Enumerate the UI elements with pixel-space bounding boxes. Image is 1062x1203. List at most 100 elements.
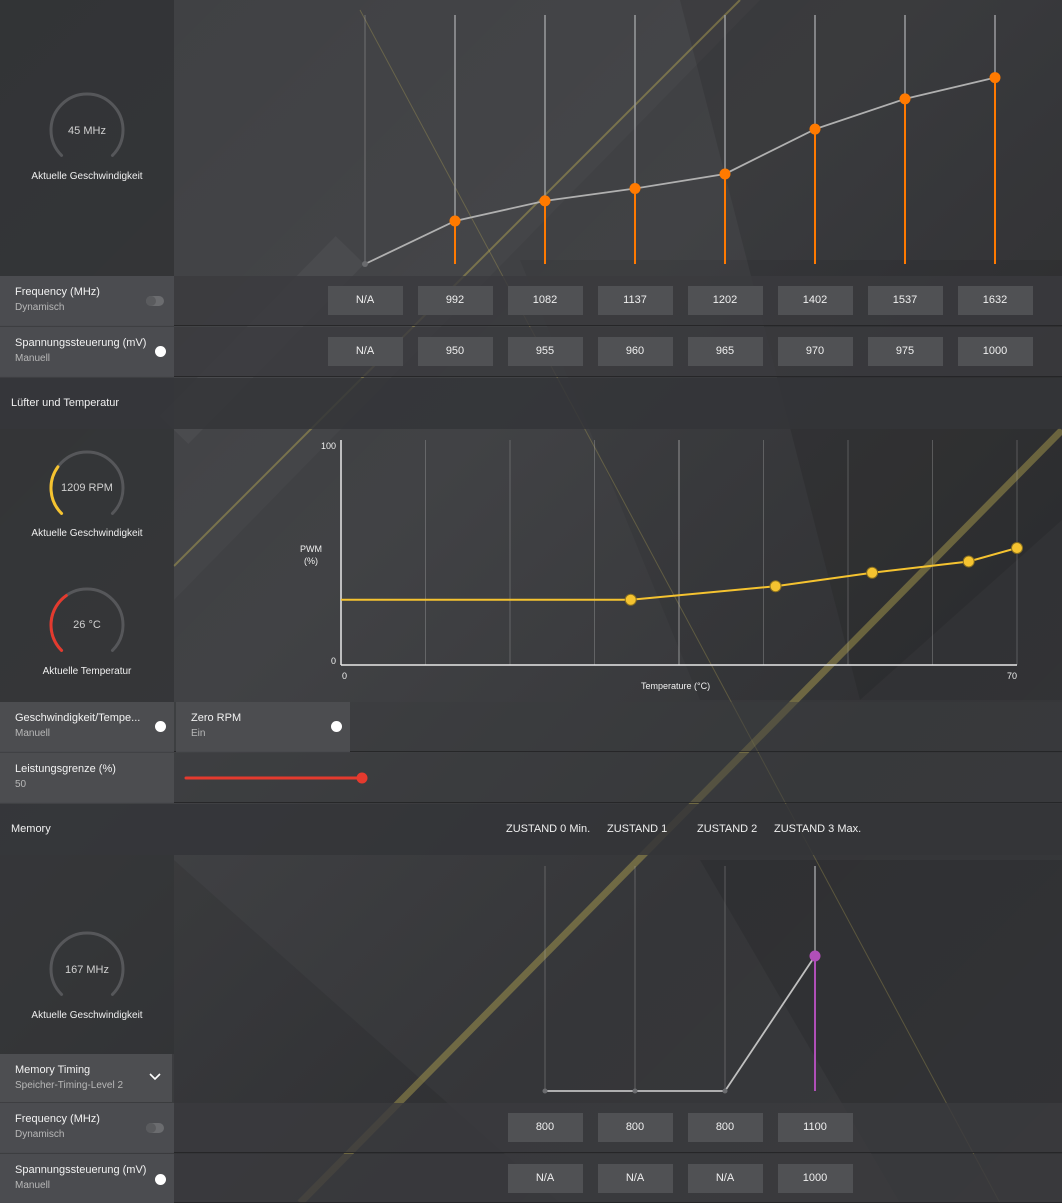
memory-speed-value: 167 MHz [64, 964, 110, 976]
fan-curve-point[interactable] [962, 555, 975, 568]
gpu-frequency-cell[interactable]: 1137 [597, 286, 673, 315]
fan-curve-point[interactable] [769, 580, 782, 593]
memory-timing-title: Memory Timing [15, 1064, 91, 1076]
fan-speed-gauge [49, 450, 125, 515]
memory-gauge-panel [0, 855, 174, 1054]
memory-frequency-title: Frequency (MHz) [15, 1113, 100, 1125]
gpu-curve-point[interactable] [719, 168, 731, 180]
gpu-curve-point [362, 261, 368, 267]
gpu-speed-label: Aktuelle Geschwindigkeit [31, 171, 143, 182]
temperature-value: 26 °C [73, 619, 101, 631]
memory-timing-value: Speicher-Timing-Level 2 [15, 1080, 124, 1091]
fan-section-title: Lüfter und Temperatur [11, 397, 120, 409]
temperature-label: Aktuelle Temperatur [42, 666, 132, 677]
gpu-frequency-row: Frequency (MHz) Dynamisch N/A 992 1082 1137… [0, 276, 1062, 326]
gpu-voltage-cell[interactable]: 965 [687, 337, 763, 366]
gpu-curve-chart[interactable] [174, 0, 1062, 276]
gpu-voltage-cell[interactable]: 970 [777, 337, 853, 366]
gpu-speed-value: 45 MHz [68, 125, 106, 137]
gpu-curve-point[interactable] [899, 93, 911, 105]
power-limit-slider[interactable] [180, 768, 380, 788]
speed-temp-row: Geschwindigkeit/Tempe... Manuell Zero RP… [0, 702, 1062, 752]
memory-curve-chart[interactable] [174, 855, 1062, 1103]
memory-voltage-title: Spannungssteuerung (mV) [15, 1164, 147, 1176]
fan-curve-line [341, 547, 1018, 601]
gpu-voltage-toggle[interactable] [155, 346, 166, 357]
gpu-frequency-mode: Dynamisch [15, 302, 65, 313]
gpu-curve-point[interactable] [449, 215, 461, 227]
gpu-voltage-title: Spannungssteuerung (mV) [15, 337, 147, 349]
zero-rpm-value: Ein [191, 728, 206, 739]
gpu-frequency-cell[interactable]: 1402 [777, 286, 853, 315]
gpu-voltage-cell[interactable]: 955 [507, 337, 583, 366]
memory-voltage-cell[interactable]: N/A [687, 1164, 763, 1193]
memory-voltage-cell[interactable]: N/A [507, 1164, 583, 1193]
gpu-voltage-cell[interactable]: 1000 [957, 337, 1033, 366]
gpu-frequency-cell[interactable]: 1632 [957, 286, 1033, 315]
memory-curve-point [722, 1088, 728, 1094]
memory-voltage-cell[interactable]: 1000 [777, 1164, 853, 1193]
memory-state-0: ZUSTAND 0 Min. [506, 823, 591, 835]
fan-speed-label: Aktuelle Geschwindigkeit [31, 528, 143, 539]
power-limit-slider-thumb[interactable] [356, 772, 368, 784]
gpu-voltage-label-block: Spannungssteuerung (mV) Manuell [0, 327, 174, 377]
zero-rpm-title: Zero RPM [191, 712, 242, 724]
gpu-voltage-cell[interactable]: 950 [417, 337, 493, 366]
memory-voltage-cell[interactable]: N/A [597, 1164, 673, 1193]
fan-chart-xmax: 70 [1007, 671, 1018, 681]
fan-chart-ylabel-1: PWM [300, 544, 322, 554]
memory-voltage-toggle[interactable] [155, 1174, 166, 1185]
power-limit-row: Leistungsgrenze (%) 50 [0, 753, 1062, 803]
gpu-voltage-cell[interactable]: N/A [327, 337, 403, 366]
memory-frequency-row: Frequency (MHz) Dynamisch 800 800 800 1100 [0, 1103, 1062, 1153]
gpu-frequency-cell[interactable]: N/A [327, 286, 403, 315]
gpu-frequency-cell[interactable]: 992 [417, 286, 493, 315]
fan-curve-point[interactable] [624, 593, 637, 606]
memory-frequency-cell[interactable]: 1100 [777, 1113, 853, 1142]
gpu-voltage-cell[interactable]: 960 [597, 337, 673, 366]
gpu-curve-point[interactable] [629, 183, 641, 195]
gpu-curve-point[interactable] [989, 72, 1001, 84]
speed-temp-mode: Manuell [15, 728, 51, 739]
memory-state-1: ZUSTAND 1 [607, 823, 668, 835]
chevron-down-icon[interactable] [149, 1073, 161, 1081]
gpu-curve-point[interactable] [539, 195, 551, 207]
memory-state-2: ZUSTAND 2 [697, 823, 758, 835]
fan-chart-ymax: 100 [321, 441, 337, 451]
gpu-gauge-panel [0, 0, 174, 276]
power-limit-value: 50 [15, 779, 27, 790]
memory-curve-point [542, 1088, 548, 1094]
fan-section-header: Lüfter und Temperatur [0, 378, 1062, 429]
fan-curve-chart[interactable] [174, 429, 1062, 702]
gpu-curve-point[interactable] [809, 123, 821, 135]
speed-temp-title: Geschwindigkeit/Tempe... [15, 712, 141, 724]
memory-section-header: Memory ZUSTAND 0 Min. ZUSTAND 1 ZUSTAND … [0, 804, 1062, 855]
memory-timing-dropdown[interactable]: Memory Timing Speicher-Timing-Level 2 [0, 1054, 172, 1102]
memory-frequency-cell[interactable]: 800 [687, 1113, 763, 1142]
fan-chart-ylabel-2: (%) [304, 556, 318, 566]
gpu-frequency-cell[interactable]: 1082 [507, 286, 583, 315]
memory-frequency-mode: Dynamisch [15, 1129, 65, 1140]
gpu-frequency-toggle[interactable] [146, 296, 164, 306]
gpu-voltage-mode: Manuell [15, 353, 51, 364]
gpu-frequency-cell[interactable]: 1202 [687, 286, 763, 315]
fan-curve-point[interactable] [866, 566, 879, 579]
power-limit-title: Leistungsgrenze (%) [15, 763, 116, 775]
fan-gauge-panel [0, 429, 174, 702]
power-limit-label-block: Leistungsgrenze (%) 50 [0, 753, 174, 803]
speed-temp-toggle[interactable] [155, 721, 166, 732]
gpu-voltage-cell[interactable]: 975 [867, 337, 943, 366]
gpu-frequency-cell[interactable]: 1537 [867, 286, 943, 315]
fan-curve-point[interactable] [1011, 542, 1023, 554]
memory-frequency-cell[interactable]: 800 [507, 1113, 583, 1142]
memory-curve-line [545, 955, 816, 1092]
memory-voltage-mode: Manuell [15, 1180, 51, 1191]
fan-chart-ymin: 0 [331, 656, 337, 666]
gpu-speed-gauge [49, 92, 125, 157]
zero-rpm-block: Zero RPM Ein [176, 702, 350, 752]
memory-frequency-toggle[interactable] [146, 1123, 164, 1133]
zero-rpm-toggle[interactable] [331, 721, 342, 732]
memory-frequency-cell[interactable]: 800 [597, 1113, 673, 1142]
memory-curve-point[interactable] [809, 950, 821, 962]
gpu-curve-line [364, 76, 996, 265]
